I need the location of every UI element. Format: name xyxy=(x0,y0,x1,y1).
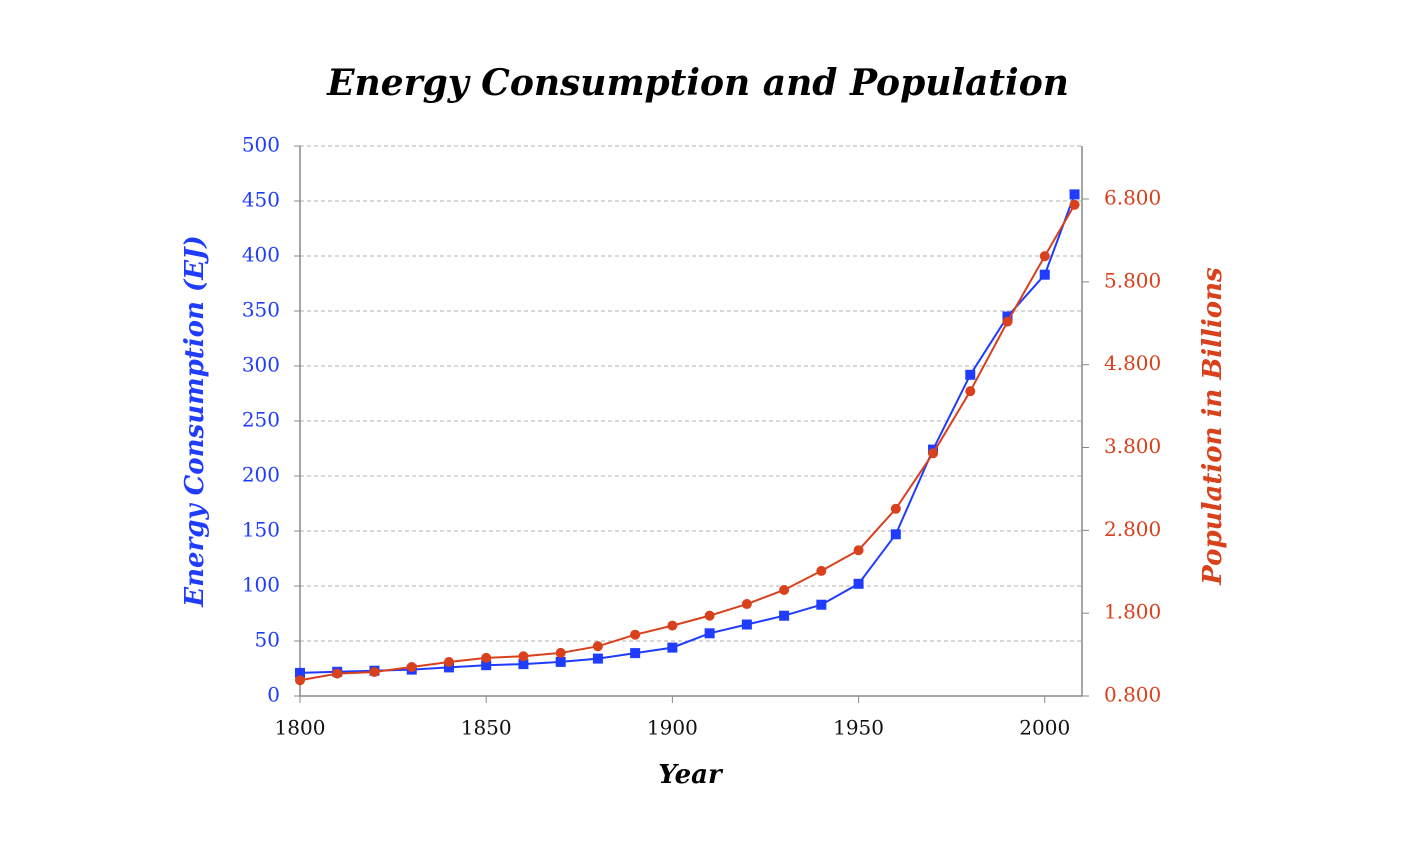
chart-title: Energy Consumption and Population xyxy=(326,62,1069,104)
x-tick-label: 1850 xyxy=(461,716,512,740)
marker xyxy=(481,652,492,663)
series-line xyxy=(299,194,1076,674)
marker xyxy=(555,647,566,658)
y-tick-label: 350 xyxy=(242,298,280,322)
series-line xyxy=(299,204,1076,682)
marker xyxy=(592,653,603,664)
y-tick-label: 500 xyxy=(242,133,280,157)
y-tick-label: 150 xyxy=(242,518,280,542)
marker xyxy=(741,619,752,630)
y-tick-label: 50 xyxy=(255,628,280,652)
marker xyxy=(406,662,417,673)
marker xyxy=(1069,189,1080,200)
marker xyxy=(481,660,492,671)
x-tick-label: 1950 xyxy=(833,716,884,740)
y-tick-label: 400 xyxy=(242,243,280,267)
marker xyxy=(630,648,641,659)
marker xyxy=(816,599,827,610)
marker xyxy=(816,565,827,576)
marker xyxy=(592,641,603,652)
marker xyxy=(369,666,380,677)
marker xyxy=(1002,316,1013,327)
y2-tick-label: 5.800 xyxy=(1104,268,1161,292)
marker xyxy=(667,620,678,631)
marker xyxy=(965,369,976,380)
marker xyxy=(1002,311,1013,322)
marker xyxy=(295,675,305,686)
marker xyxy=(704,628,715,639)
marker xyxy=(741,599,752,610)
y-tick-label: 300 xyxy=(242,353,280,377)
y2-tick-label: 1.800 xyxy=(1104,600,1161,624)
marker xyxy=(630,629,641,640)
y2-tick-label: 3.800 xyxy=(1104,434,1161,458)
marker xyxy=(1069,199,1080,210)
marker xyxy=(332,668,343,679)
marker xyxy=(965,386,976,397)
marker xyxy=(704,610,715,621)
y2-tick-label: 0.800 xyxy=(1104,683,1161,707)
y2-tick-label: 4.800 xyxy=(1104,351,1161,375)
marker xyxy=(1039,251,1050,262)
marker xyxy=(779,584,790,595)
marker xyxy=(853,545,864,556)
marker xyxy=(555,656,566,667)
y2-axis-title: Population in Billions xyxy=(1198,267,1228,586)
marker xyxy=(890,503,901,514)
marker xyxy=(443,657,454,668)
marker xyxy=(1039,269,1050,280)
marker xyxy=(667,642,678,653)
x-tick-label: 1900 xyxy=(647,716,698,740)
y-tick-label: 450 xyxy=(242,188,280,212)
y2-tick-label: 6.800 xyxy=(1104,186,1161,210)
x-axis-title: Year xyxy=(658,760,724,790)
marker xyxy=(518,651,529,662)
y-tick-label: 200 xyxy=(242,463,280,487)
marker xyxy=(518,659,529,670)
marker xyxy=(928,448,939,459)
marker xyxy=(295,667,305,678)
marker xyxy=(853,578,864,589)
y-tick-label: 250 xyxy=(242,408,280,432)
y-tick-label: 0 xyxy=(267,683,280,707)
marker xyxy=(443,662,454,673)
marker xyxy=(890,529,901,540)
x-tick-label: 1800 xyxy=(275,716,326,740)
y-tick-label: 100 xyxy=(242,573,280,597)
y2-tick-label: 2.800 xyxy=(1104,517,1161,541)
marker xyxy=(779,610,790,621)
x-tick-label: 2000 xyxy=(1019,716,1070,740)
y-axis-title: Energy Consumption (EJ) xyxy=(180,235,210,607)
